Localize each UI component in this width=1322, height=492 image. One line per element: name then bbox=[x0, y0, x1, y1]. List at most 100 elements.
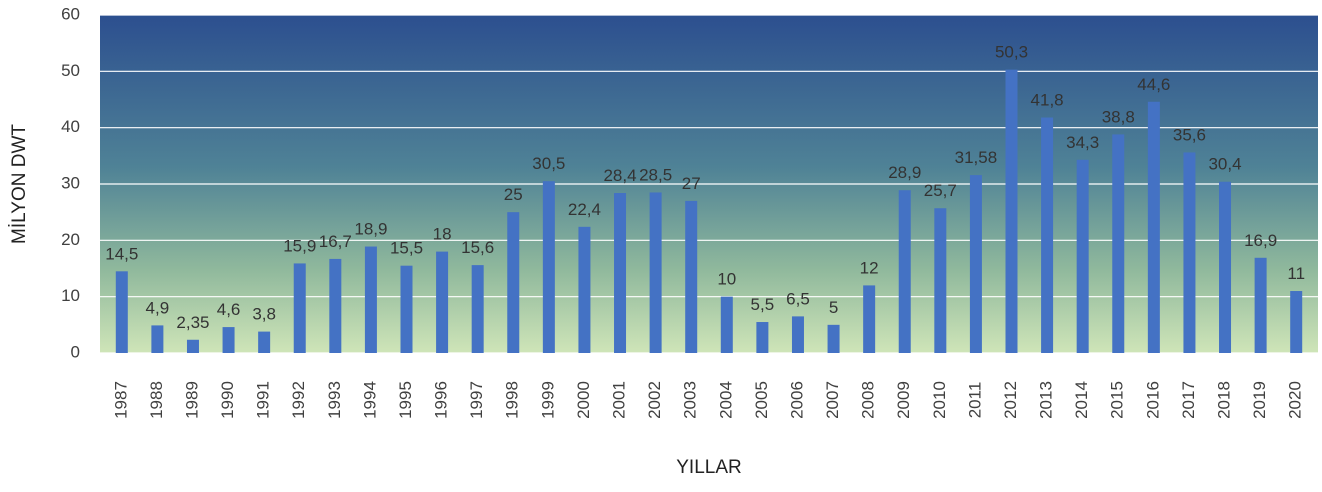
value-label: 3,8 bbox=[252, 305, 276, 324]
value-label: 6,5 bbox=[786, 289, 810, 308]
bar bbox=[1183, 152, 1196, 353]
x-tick-label: 2008 bbox=[859, 381, 878, 419]
x-tick-label: 2020 bbox=[1286, 381, 1305, 419]
value-label: 18 bbox=[433, 225, 452, 244]
y-tick-label: 30 bbox=[61, 173, 80, 192]
x-tick-label: 2004 bbox=[716, 381, 735, 419]
value-label: 28,5 bbox=[639, 165, 672, 184]
x-tick-label: 2006 bbox=[787, 381, 806, 419]
value-label: 28,9 bbox=[888, 163, 921, 182]
value-label: 25 bbox=[504, 185, 523, 204]
x-tick-label: 1991 bbox=[254, 381, 273, 419]
bar bbox=[1219, 181, 1232, 353]
bar bbox=[578, 226, 591, 353]
value-label: 35,6 bbox=[1173, 125, 1206, 144]
x-tick-label: 1999 bbox=[538, 381, 557, 419]
value-label: 12 bbox=[860, 258, 879, 277]
bar bbox=[969, 175, 982, 353]
bar bbox=[898, 190, 911, 353]
value-label: 22,4 bbox=[568, 200, 601, 219]
x-tick-label: 2002 bbox=[645, 381, 664, 419]
x-tick-label: 2016 bbox=[1143, 381, 1162, 419]
y-tick-label: 50 bbox=[61, 61, 80, 80]
bar bbox=[1290, 291, 1303, 353]
value-label: 31,58 bbox=[955, 148, 998, 167]
value-label: 30,5 bbox=[532, 154, 565, 173]
x-tick-label: 2001 bbox=[610, 381, 629, 419]
bar bbox=[685, 200, 698, 353]
value-label: 34,3 bbox=[1066, 133, 1099, 152]
value-label: 5 bbox=[829, 298, 838, 317]
bar bbox=[934, 208, 947, 353]
bar bbox=[791, 316, 804, 353]
x-tick-label: 2009 bbox=[894, 381, 913, 419]
value-label: 4,9 bbox=[146, 298, 170, 317]
x-tick-label: 2011 bbox=[965, 382, 984, 419]
x-tick-label: 2015 bbox=[1108, 381, 1127, 419]
value-label: 15,5 bbox=[390, 239, 423, 258]
value-label: 16,9 bbox=[1244, 231, 1277, 250]
value-label: 30,4 bbox=[1208, 155, 1241, 174]
bar bbox=[151, 325, 164, 353]
x-tick-label: 1995 bbox=[396, 381, 415, 419]
bar bbox=[1005, 69, 1018, 353]
bar bbox=[1041, 117, 1054, 353]
value-label: 18,9 bbox=[354, 220, 387, 239]
bar bbox=[186, 339, 199, 353]
value-label: 50,3 bbox=[995, 43, 1028, 62]
bar bbox=[1147, 101, 1160, 354]
bar bbox=[436, 251, 449, 353]
x-tick-label: 1988 bbox=[147, 381, 166, 419]
value-label: 44,6 bbox=[1137, 75, 1170, 94]
x-tick-label: 1989 bbox=[182, 381, 201, 419]
value-label: 41,8 bbox=[1031, 91, 1064, 110]
y-tick-label: 10 bbox=[61, 286, 80, 305]
bar bbox=[1112, 134, 1125, 353]
bar bbox=[720, 296, 733, 353]
x-tick-label: 2000 bbox=[574, 381, 593, 419]
bar bbox=[649, 192, 662, 353]
x-tick-label: 2018 bbox=[1215, 381, 1234, 419]
value-label: 27 bbox=[682, 174, 701, 193]
x-axis-label: YILLAR bbox=[676, 457, 741, 478]
bar bbox=[293, 263, 306, 353]
value-label: 15,6 bbox=[461, 238, 494, 257]
value-label: 2,35 bbox=[176, 313, 209, 332]
bar bbox=[1076, 159, 1089, 353]
bar bbox=[542, 181, 555, 353]
x-tick-label: 1992 bbox=[289, 381, 308, 419]
value-label: 14,5 bbox=[105, 244, 138, 263]
value-label: 10 bbox=[717, 270, 736, 289]
x-tick-label: 2005 bbox=[752, 381, 771, 419]
x-tick-label: 2012 bbox=[1001, 381, 1020, 419]
bar bbox=[471, 265, 484, 353]
x-tick-label: 1994 bbox=[360, 381, 379, 419]
x-tick-label: 1993 bbox=[325, 381, 344, 419]
bar bbox=[756, 322, 769, 353]
value-label: 28,4 bbox=[603, 166, 636, 185]
x-tick-label: 2010 bbox=[930, 381, 949, 419]
value-label: 38,8 bbox=[1102, 107, 1135, 126]
x-tick-label: 2007 bbox=[823, 381, 842, 419]
x-tick-label: 1997 bbox=[467, 381, 486, 419]
y-axis-label: MİLYON DWT bbox=[9, 124, 30, 244]
value-label: 15,9 bbox=[283, 236, 316, 255]
bar bbox=[329, 258, 342, 353]
x-tick-label: 2003 bbox=[681, 381, 700, 419]
value-label: 25,7 bbox=[924, 181, 957, 200]
bar bbox=[507, 212, 520, 353]
bar bbox=[614, 193, 627, 353]
bar bbox=[1254, 257, 1267, 353]
bar bbox=[364, 246, 377, 353]
x-tick-label: 1998 bbox=[503, 381, 522, 419]
y-tick-label: 20 bbox=[61, 230, 80, 249]
x-tick-label: 2017 bbox=[1179, 381, 1198, 419]
bar bbox=[258, 331, 271, 353]
value-label: 16,7 bbox=[319, 232, 352, 251]
value-label: 11 bbox=[1287, 264, 1305, 283]
x-tick-label: 2013 bbox=[1037, 381, 1056, 419]
value-label: 5,5 bbox=[751, 295, 775, 314]
x-tick-label: 1987 bbox=[111, 381, 130, 419]
x-tick-label: 1996 bbox=[432, 381, 451, 419]
